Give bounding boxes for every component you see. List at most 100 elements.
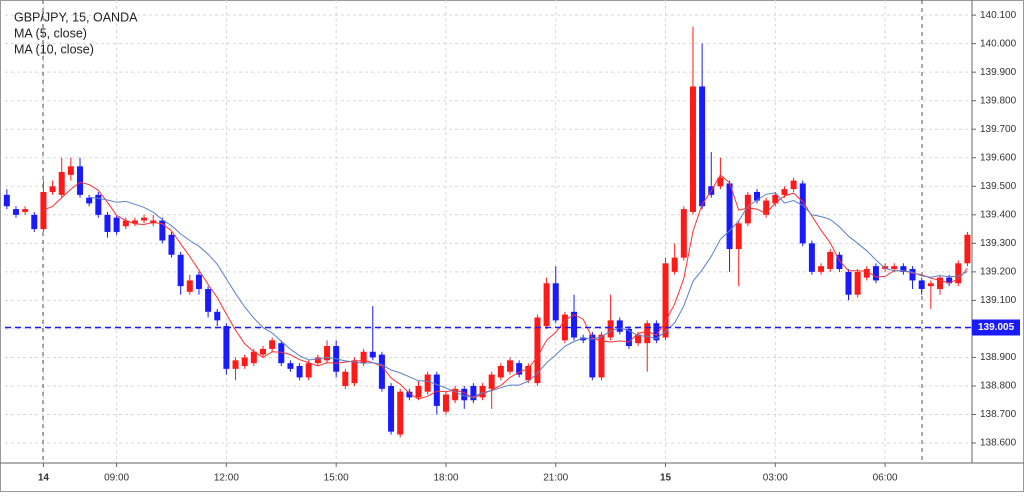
candle-body xyxy=(104,214,111,232)
candle-body xyxy=(259,348,266,355)
y-tick-label: 139.800 xyxy=(980,95,1017,106)
x-tick-label: 03:00 xyxy=(763,473,788,484)
candle-body xyxy=(214,311,221,321)
candle-body xyxy=(882,266,889,270)
candle-body xyxy=(12,209,19,215)
x-tick-label: 14 xyxy=(38,473,50,484)
legend-entry: MA (5, close) xyxy=(14,26,87,40)
candle-body xyxy=(799,183,806,244)
candle-body xyxy=(58,172,65,195)
candle-body xyxy=(113,217,120,232)
candle-body xyxy=(342,371,349,386)
candle-body xyxy=(754,191,761,201)
y-tick-label: 140.100 xyxy=(980,10,1017,21)
candle-body xyxy=(324,346,331,361)
candle-body xyxy=(836,254,843,270)
y-tick-label: 139.600 xyxy=(980,152,1017,163)
axis-labels: 138.600138.700138.800138.900139.000139.1… xyxy=(38,10,1020,484)
candle-body xyxy=(479,385,486,398)
y-tick-label: 139.900 xyxy=(980,67,1017,78)
candle-body xyxy=(40,191,47,230)
candle-body xyxy=(680,209,687,258)
candle-body xyxy=(488,374,495,389)
candle-body xyxy=(296,366,303,378)
candle-body xyxy=(223,326,230,369)
candle-body xyxy=(735,223,742,250)
candle-body xyxy=(31,214,38,230)
candle-body xyxy=(726,183,733,250)
candle-body xyxy=(918,280,925,289)
candle-body xyxy=(506,360,513,372)
x-tick-label: 09:00 xyxy=(104,473,129,484)
candle-body xyxy=(433,374,440,406)
candle-body xyxy=(964,234,971,264)
candle-body xyxy=(49,186,56,192)
candle-body xyxy=(717,177,724,187)
x-tick-label: 21:00 xyxy=(543,473,568,484)
candle-body xyxy=(461,388,468,401)
candle-body xyxy=(406,391,413,398)
candle-body xyxy=(314,357,321,364)
candle-body xyxy=(534,317,541,384)
candle-body xyxy=(369,351,376,358)
x-tick-label: 15 xyxy=(660,473,672,484)
legend-entry: MA (10, close) xyxy=(14,42,94,56)
candle-body xyxy=(305,363,312,378)
candle-body xyxy=(388,385,395,432)
candle-body xyxy=(516,363,523,375)
candle-body xyxy=(900,266,907,272)
candle-body xyxy=(67,166,74,175)
candle-body xyxy=(653,323,660,341)
candle-body xyxy=(635,334,642,344)
y-tick-label: 138.800 xyxy=(980,381,1017,392)
candles xyxy=(3,26,972,438)
candle-body xyxy=(470,385,477,401)
candle-body xyxy=(232,360,239,369)
candle-body xyxy=(442,394,449,412)
candle-body xyxy=(955,263,962,284)
y-tick-label: 140.000 xyxy=(980,38,1017,49)
y-tick-label: 138.900 xyxy=(980,352,1017,363)
moving-average xyxy=(89,192,968,398)
moving-average xyxy=(43,174,968,400)
candle-body xyxy=(644,323,651,344)
candle-body xyxy=(86,197,93,204)
candle-body xyxy=(141,217,148,221)
candle-body xyxy=(159,220,166,241)
candle-body xyxy=(525,366,532,381)
candle-body xyxy=(497,366,504,378)
x-tick-label: 18:00 xyxy=(433,473,458,484)
candle-body xyxy=(872,266,879,281)
price-label: 139.005 xyxy=(978,322,1015,333)
candle-body xyxy=(351,360,358,384)
candle-body xyxy=(250,351,257,364)
x-tick-label: 12:00 xyxy=(214,473,239,484)
candle-body xyxy=(671,257,678,272)
candle-body xyxy=(561,314,568,341)
candle-body xyxy=(195,274,202,289)
candle-body xyxy=(662,263,669,338)
candle-body xyxy=(131,220,138,224)
candle-body xyxy=(790,180,797,190)
candle-body xyxy=(689,86,696,212)
candle-body xyxy=(241,357,248,367)
candle-body xyxy=(936,277,943,289)
x-tick-label: 15:00 xyxy=(324,473,349,484)
candle-body xyxy=(927,283,934,287)
candle-body xyxy=(772,194,779,204)
candle-body xyxy=(22,209,29,212)
candle-body xyxy=(607,320,614,338)
candle-body xyxy=(122,220,129,227)
candle-body xyxy=(571,311,578,338)
candle-body xyxy=(827,251,834,270)
y-tick-label: 139.500 xyxy=(980,181,1017,192)
y-tick-label: 139.200 xyxy=(980,267,1017,278)
y-tick-label: 139.400 xyxy=(980,209,1017,220)
candle-body xyxy=(854,271,861,295)
y-tick-label: 138.700 xyxy=(980,409,1017,420)
candle-body xyxy=(946,277,953,284)
candle-body xyxy=(95,194,102,215)
